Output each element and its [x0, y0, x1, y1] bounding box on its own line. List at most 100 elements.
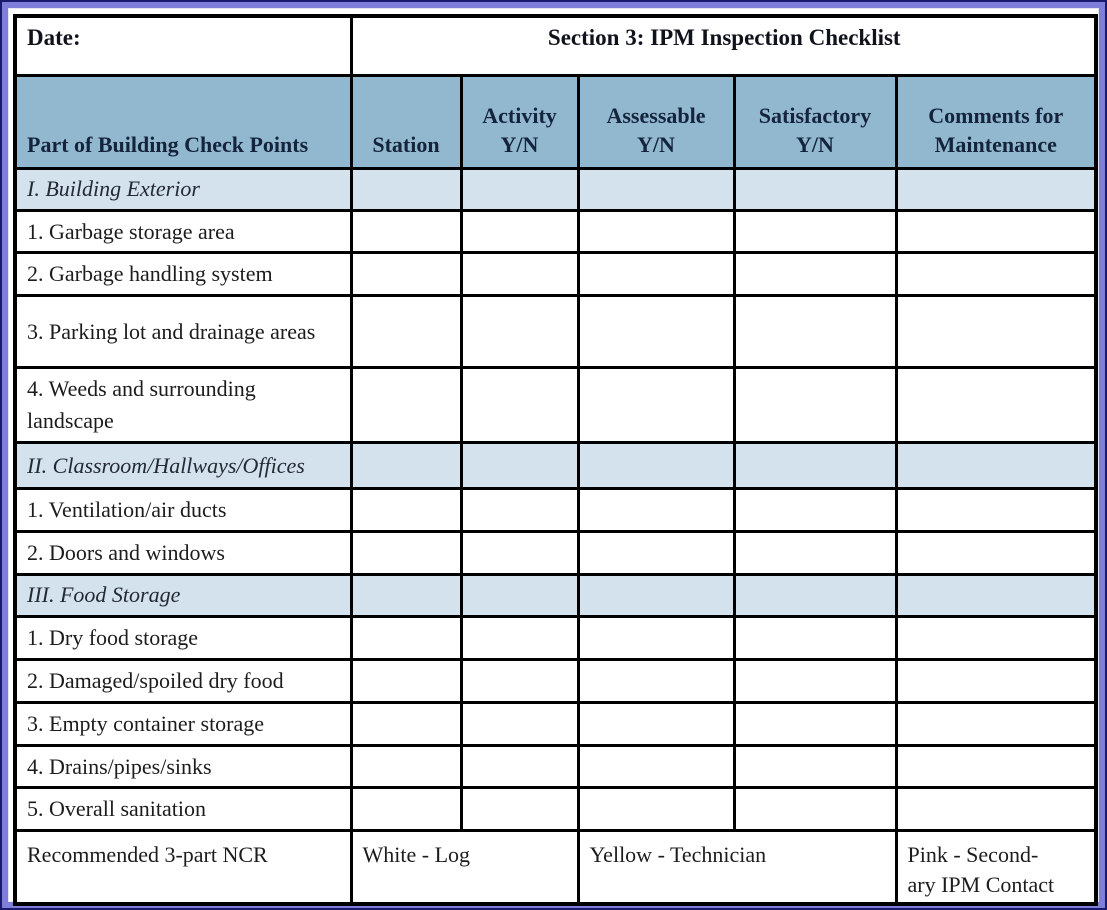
empty-cell: [459, 441, 580, 491]
checkpoint-label: 1. Dry food storage: [13, 614, 353, 661]
assessable-cell: [576, 529, 736, 576]
satisfactory-cell: [732, 294, 898, 370]
empty-cell: [349, 441, 463, 491]
activity-cell: [459, 208, 580, 255]
checkpoint-row: 5. Overall sanitation: [13, 786, 1098, 833]
empty-cell: [732, 441, 898, 491]
satisfactory-cell: [732, 251, 898, 298]
assessable-cell: [576, 208, 736, 255]
satisfactory-cell: [732, 366, 898, 445]
section-row-classroom-hallways-offices: II. Classroom/Hallways/Offices: [13, 441, 1098, 491]
section-heading: III. Food Storage: [13, 572, 353, 618]
satisfactory-cell: [732, 614, 898, 661]
section-heading: II. Classroom/Hallways/Offices: [13, 441, 353, 491]
col-header-assessable: Assessable Y/N: [576, 73, 736, 170]
activity-cell: [459, 487, 580, 533]
section-row-food-storage: III. Food Storage: [13, 572, 1098, 618]
empty-cell: [732, 572, 898, 618]
activity-cell: [459, 529, 580, 576]
checkpoint-row: 1. Garbage storage area: [13, 208, 1098, 255]
checkpoint-row: 2. Doors and windows: [13, 529, 1098, 576]
assessable-cell: [576, 294, 736, 370]
checkpoint-label: 5. Overall sanitation: [13, 786, 353, 833]
empty-cell: [349, 572, 463, 618]
section-row-building-exterior: I. Building Exterior: [13, 166, 1098, 212]
comments-cell: [894, 786, 1098, 833]
date-title-row: Date: Section 3: IPM Inspection Checklis…: [13, 14, 1098, 77]
station-cell: [349, 487, 463, 533]
station-cell: [349, 700, 463, 747]
comments-cell: [894, 294, 1098, 370]
activity-cell: [459, 366, 580, 445]
station-cell: [349, 294, 463, 370]
assessable-cell: [576, 251, 736, 298]
checkpoint-row: 1. Ventilation/air ducts: [13, 487, 1098, 533]
satisfactory-cell: [732, 786, 898, 833]
satisfactory-cell: [732, 487, 898, 533]
empty-cell: [894, 572, 1098, 618]
satisfactory-cell: [732, 700, 898, 747]
col-header-activity: Activity Y/N: [459, 73, 580, 170]
station-cell: [349, 743, 463, 790]
comments-cell: [894, 700, 1098, 747]
page-content: Date: Section 3: IPM Inspection Checklis…: [8, 8, 1099, 906]
station-cell: [349, 529, 463, 576]
satisfactory-cell: [732, 208, 898, 255]
checkpoint-row: 1. Dry food storage: [13, 614, 1098, 661]
assessable-cell: [576, 614, 736, 661]
ncr-pink-copy: Pink - Second-ary IPM Contact: [894, 829, 1098, 906]
comments-cell: [894, 487, 1098, 533]
comments-cell: [894, 251, 1098, 298]
checkpoint-label: 2. Doors and windows: [13, 529, 353, 576]
checkpoint-label: 3. Parking lot and drainage areas: [13, 294, 353, 370]
checkpoint-label: 3. Empty container storage: [13, 700, 353, 747]
satisfactory-cell: [732, 529, 898, 576]
station-cell: [349, 208, 463, 255]
col-header-satisfactory: Satisfactory Y/N: [732, 73, 898, 170]
activity-cell: [459, 743, 580, 790]
checkpoint-row: 3. Parking lot and drainage areas: [13, 294, 1098, 370]
checkpoint-row: 3. Empty container storage: [13, 700, 1098, 747]
empty-cell: [576, 441, 736, 491]
ncr-yellow-copy: Yellow - Technician: [576, 829, 898, 906]
comments-cell: [894, 208, 1098, 255]
satisfactory-cell: [732, 743, 898, 790]
activity-cell: [459, 251, 580, 298]
comments-cell: [894, 366, 1098, 445]
comments-cell: [894, 529, 1098, 576]
station-cell: [349, 657, 463, 704]
assessable-cell: [576, 366, 736, 445]
satisfactory-cell: [732, 657, 898, 704]
station-cell: [349, 614, 463, 661]
assessable-cell: [576, 657, 736, 704]
checkpoint-row: 2. Garbage handling system: [13, 251, 1098, 298]
empty-cell: [349, 166, 463, 212]
checkpoint-row: 4. Weeds and surrounding landscape: [13, 366, 1098, 445]
comments-cell: [894, 614, 1098, 661]
col-header-station: Station: [349, 73, 463, 170]
ipm-checklist-table: Date: Section 3: IPM Inspection Checklis…: [13, 14, 1099, 906]
checkpoint-label: 2. Damaged/spoiled dry food: [13, 657, 353, 704]
empty-cell: [576, 166, 736, 212]
assessable-cell: [576, 487, 736, 533]
empty-cell: [459, 166, 580, 212]
activity-cell: [459, 294, 580, 370]
station-cell: [349, 366, 463, 445]
checkpoint-row: 2. Damaged/spoiled dry food: [13, 657, 1098, 704]
page-title: Section 3: IPM Inspection Checklist: [349, 14, 1098, 77]
section-heading: I. Building Exterior: [13, 166, 353, 212]
activity-cell: [459, 786, 580, 833]
activity-cell: [459, 700, 580, 747]
ncr-footer-row: Recommended 3-part NCR White - Log Yello…: [13, 829, 1098, 906]
empty-cell: [894, 166, 1098, 212]
checkpoint-label: 4. Drains/pipes/sinks: [13, 743, 353, 790]
ncr-label: Recommended 3-part NCR: [13, 829, 353, 906]
assessable-cell: [576, 700, 736, 747]
empty-cell: [576, 572, 736, 618]
empty-cell: [894, 441, 1098, 491]
comments-cell: [894, 743, 1098, 790]
empty-cell: [732, 166, 898, 212]
comments-cell: [894, 657, 1098, 704]
activity-cell: [459, 657, 580, 704]
